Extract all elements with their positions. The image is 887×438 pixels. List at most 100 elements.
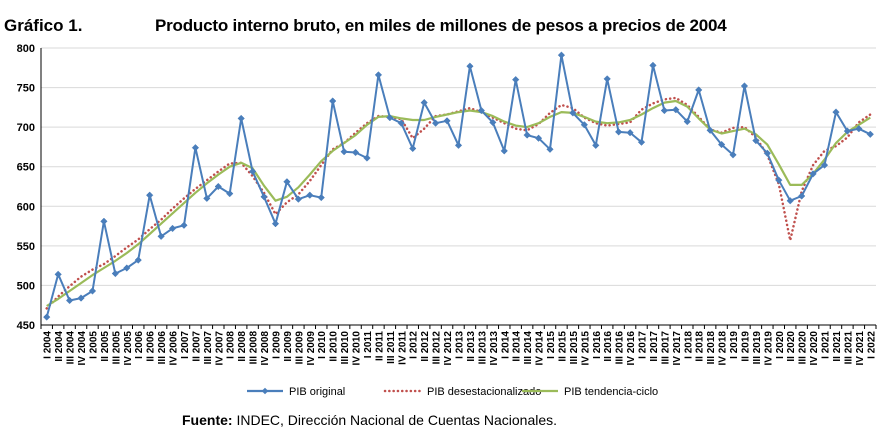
- series-line-1: [45, 54, 871, 318]
- data-point: [443, 117, 451, 125]
- x-tick-label: I 2018: [683, 331, 694, 359]
- x-tick-label: IV 2016: [626, 331, 637, 366]
- data-point: [43, 313, 51, 321]
- legend-marker: [261, 387, 269, 395]
- x-tick-label: I 2012: [409, 331, 420, 359]
- series-line-3: [46, 99, 871, 307]
- x-tick-label: III 2007: [203, 331, 214, 365]
- data-point: [489, 118, 497, 127]
- data-point: [409, 144, 417, 153]
- x-tick-label: II 2005: [100, 331, 111, 362]
- data-point: [706, 126, 714, 134]
- legend-label-2: PIB desestacionalizado: [427, 386, 541, 398]
- x-tick-label: I 2010: [317, 331, 328, 359]
- data-point: [100, 217, 108, 225]
- x-tick-label: IV 2008: [260, 331, 271, 366]
- data-point: [580, 121, 588, 129]
- data-point: [523, 131, 531, 139]
- x-tick-label: II 2017: [649, 331, 660, 362]
- data-point: [271, 220, 280, 228]
- y-tick-label: 750: [17, 83, 35, 95]
- series-line-2: [45, 96, 872, 310]
- data-point: [283, 178, 291, 186]
- y-tick-label: 550: [17, 241, 35, 253]
- x-tick-label: II 2011: [374, 331, 385, 361]
- data-point: [740, 82, 749, 90]
- data-point: [146, 191, 154, 199]
- x-tick-label: IV 2021: [855, 331, 866, 366]
- x-tick-label: I 2005: [88, 331, 99, 359]
- y-tick-label: 500: [17, 280, 35, 292]
- data-point: [809, 170, 817, 178]
- data-point: [329, 97, 337, 105]
- x-tick-label: II 2008: [237, 331, 248, 362]
- x-tick-label: I 2016: [592, 331, 603, 359]
- x-tick-label: IV 2015: [580, 331, 591, 366]
- data-point: [820, 161, 829, 169]
- data-point: [660, 106, 669, 115]
- data-point: [157, 232, 165, 241]
- data-point: [420, 98, 428, 107]
- x-tick-label: IV 2009: [306, 331, 317, 366]
- data-point: [843, 127, 852, 135]
- data-point: [512, 76, 520, 84]
- figure-label: Gráfico 1.: [4, 16, 83, 35]
- x-tick-label: II 2006: [146, 331, 157, 362]
- x-tick-label: I 2007: [180, 331, 191, 359]
- data-point: [832, 108, 840, 116]
- data-point: [717, 140, 726, 149]
- data-point: [500, 147, 508, 155]
- series-group: [43, 51, 874, 321]
- data-point: [203, 194, 211, 203]
- x-tick-label: I 2014: [500, 331, 511, 359]
- x-tick-label: II 2013: [466, 331, 477, 362]
- x-tick-label: I 2013: [455, 331, 466, 359]
- x-tick-label: I 2009: [271, 331, 282, 359]
- data-point: [592, 141, 600, 149]
- chart-title: Producto interno bruto, en miles de mill…: [155, 16, 727, 35]
- x-tick-label: III 2021: [843, 331, 854, 365]
- data-point: [477, 106, 486, 115]
- x-tick-label: III 2012: [432, 331, 443, 365]
- x-tick-label: IV 2011: [397, 331, 408, 365]
- x-tick-label: IV 2012: [443, 331, 454, 366]
- data-point: [603, 75, 611, 83]
- data-point: [226, 189, 234, 198]
- y-tick-label: 450: [17, 320, 35, 332]
- data-point: [374, 71, 383, 79]
- x-tick-label: II 2010: [329, 331, 340, 362]
- x-tick-label: I 2022: [866, 331, 877, 359]
- x-tick-label: II 2015: [557, 331, 568, 362]
- x-tick-label: II 2014: [512, 331, 523, 362]
- data-point: [237, 114, 245, 123]
- x-tick-label: III 2020: [798, 331, 809, 365]
- source-label: Fuente:: [182, 412, 233, 428]
- data-point: [77, 294, 85, 302]
- x-tick-label: II 2004: [54, 331, 65, 362]
- source-text: INDEC, Dirección Nacional de Cuentas Nac…: [236, 412, 558, 428]
- data-point: [454, 141, 463, 149]
- x-tick-label: II 2020: [786, 331, 797, 362]
- data-point: [672, 106, 680, 114]
- data-point: [763, 149, 771, 157]
- data-point: [557, 51, 566, 59]
- x-tick-label: III 2019: [752, 331, 763, 365]
- x-tick-label: II 2007: [191, 331, 202, 362]
- x-tick-label: I 2004: [43, 331, 54, 359]
- data-point: [248, 167, 257, 176]
- x-tick-label: IV 2018: [718, 331, 729, 366]
- data-point: [168, 224, 177, 233]
- x-tick-label: IV 2014: [535, 331, 546, 366]
- x-tick-label: I 2008: [226, 331, 237, 359]
- data-point: [65, 296, 74, 305]
- x-tick-label: III 2017: [660, 331, 671, 365]
- legend: PIB original PIB desestacionalizado PIB te…: [247, 386, 658, 398]
- data-point: [306, 191, 314, 199]
- data-point: [180, 221, 188, 229]
- x-tick-label: II 2009: [283, 331, 294, 362]
- data-point: [340, 148, 348, 156]
- data-point: [466, 62, 474, 70]
- data-point: [363, 154, 371, 162]
- x-tick-label: III 2018: [706, 331, 717, 365]
- x-tick-label: IV 2017: [672, 331, 683, 366]
